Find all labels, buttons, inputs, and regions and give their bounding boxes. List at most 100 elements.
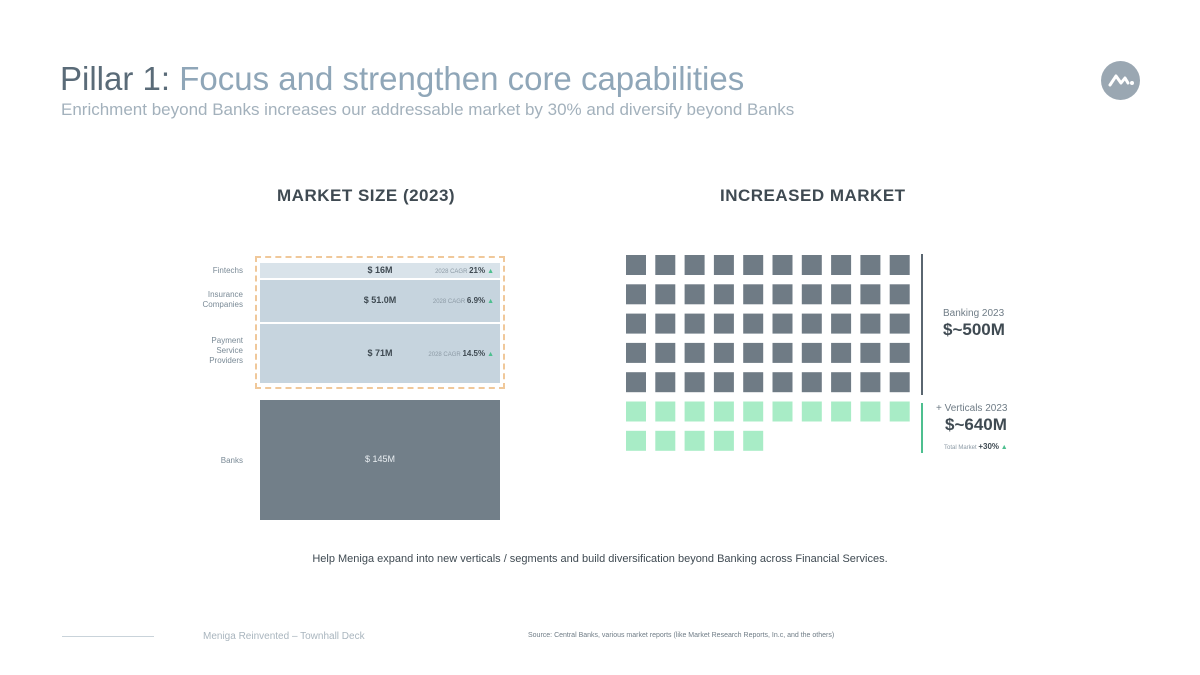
waffle-cell-banking — [831, 284, 852, 305]
waffle-cell-banking — [860, 313, 881, 334]
waffle-cell-banking — [889, 313, 910, 334]
waffle-cell-banking — [772, 372, 793, 393]
waffle-cell-banking — [743, 284, 764, 305]
title-prefix: Pillar 1: — [60, 60, 171, 97]
waffle-cell-banking — [655, 372, 676, 393]
segment-value-label: $ 16M — [367, 264, 393, 275]
waffle-cell-banking — [743, 372, 764, 393]
segment-category-label: Insurance Companies — [202, 290, 243, 309]
waffle-cell-banking — [801, 372, 822, 393]
title-rest: Focus and strengthen core capabilities — [170, 60, 745, 97]
waffle-cell-banking — [801, 313, 822, 334]
waffle-cell-verticals — [743, 401, 764, 422]
segment-category-label: Banks — [220, 456, 243, 465]
waffle-cell-banking — [713, 255, 734, 275]
up-triangle-icon: ▲ — [485, 267, 494, 275]
footer-source: Source: Central Banks, various market re… — [528, 632, 835, 639]
waffle-cell-verticals — [626, 401, 646, 422]
slide-caption: Help Meniga expand into new verticals / … — [312, 553, 888, 565]
waffle-cell-banking — [801, 255, 822, 275]
segment-value-label: $ 51.0M — [363, 295, 397, 305]
waffle-cell-banking — [860, 342, 881, 363]
waffle-cell-verticals — [772, 401, 793, 422]
waffle-cell-banking — [655, 342, 676, 363]
waffle-cell-banking — [772, 313, 793, 334]
market-segment-insurance-companies: $ 51.0M 2028 CAGR 6.9% ▲ — [260, 280, 500, 322]
segment-value-label: $ 145M — [364, 454, 396, 464]
waffle-cell-banking — [655, 284, 676, 305]
waffle-cell-verticals — [684, 430, 705, 451]
waffle-cell-banking — [626, 372, 646, 393]
waffle-cell-banking — [626, 284, 646, 305]
waffle-cell-banking — [626, 342, 646, 363]
verticals-series-label: + Verticals 2023 — [936, 403, 1008, 414]
total-market-change: +30% — [978, 442, 1000, 451]
waffle-cell-banking — [772, 284, 793, 305]
waffle-cell-verticals — [831, 401, 852, 422]
segment-cagr-label: 2028 CAGR 21% ▲ — [435, 265, 494, 275]
verticals-bracket — [921, 403, 923, 453]
waffle-cell-banking — [831, 372, 852, 393]
waffle-cell-banking — [626, 313, 646, 334]
market-segment-banks: $ 145M — [260, 400, 500, 520]
waffle-cell-banking — [889, 255, 910, 275]
footer-divider — [62, 636, 154, 637]
waffle-cell-banking — [713, 313, 734, 334]
waffle-cell-banking — [801, 342, 822, 363]
total-market-note: Total Market +30% ▲ — [944, 442, 1008, 451]
segment-category-label: Fintechs — [212, 266, 243, 275]
waffle-cell-banking — [860, 255, 881, 275]
waffle-cell-banking — [684, 313, 705, 334]
increased-market-title: INCREASED MARKET — [720, 186, 906, 205]
waffle-cell-verticals — [743, 430, 764, 451]
waffle-cell-banking — [801, 284, 822, 305]
up-triangle-icon: ▲ — [485, 298, 494, 305]
waffle-cell-verticals — [655, 401, 676, 422]
waffle-cell-banking — [713, 342, 734, 363]
waffle-cell-verticals — [713, 430, 734, 451]
waffle-cell-banking — [772, 342, 793, 363]
waffle-cell-banking — [889, 342, 910, 363]
market-segment-payment-service-providers: $ 71M 2028 CAGR 14.5% ▲ — [260, 324, 500, 383]
waffle-cell-banking — [831, 255, 852, 275]
waffle-cell-banking — [684, 255, 705, 275]
market-segment-fintechs: $ 16M 2028 CAGR 21% ▲ — [260, 263, 500, 278]
footer-deck-name: Meniga Reinvented – Townhall Deck — [203, 631, 365, 642]
waffle-cell-banking — [889, 284, 910, 305]
waffle-cell-verticals — [860, 401, 881, 422]
page-title: Pillar 1: Focus and strengthen core capa… — [60, 60, 744, 98]
total-market-label: Total Market — [944, 445, 977, 451]
waffle-cell-banking — [684, 284, 705, 305]
segment-value-label: $ 71M — [367, 347, 393, 358]
up-triangle-icon: ▲ — [1000, 444, 1008, 451]
verticals-dashed-outline — [255, 256, 505, 389]
waffle-cell-banking — [743, 255, 764, 275]
segment-category-label: Payment Service Providers — [209, 336, 243, 365]
waffle-cell-banking — [772, 255, 793, 275]
waffle-cell-banking — [684, 372, 705, 393]
up-triangle-icon: ▲ — [485, 350, 494, 358]
waffle-cell-banking — [743, 313, 764, 334]
waffle-cell-banking — [655, 313, 676, 334]
segment-cagr-label: 2028 CAGR 6.9% ▲ — [432, 296, 494, 305]
waffle-cell-verticals — [801, 401, 822, 422]
market-size-title: MARKET SIZE (2023) — [277, 186, 456, 205]
waffle-cell-banking — [743, 342, 764, 363]
waffle-cell-verticals — [684, 401, 705, 422]
waffle-cell-banking — [626, 255, 646, 275]
banking-bracket — [921, 254, 923, 395]
waffle-cell-banking — [713, 284, 734, 305]
waffle-cell-verticals — [655, 430, 676, 451]
waffle-cell-banking — [889, 372, 910, 393]
verticals-value-label: $~640M — [945, 415, 1007, 434]
waffle-cell-verticals — [889, 401, 910, 422]
segment-cagr-label: 2028 CAGR 14.5% ▲ — [428, 348, 494, 358]
page-subtitle: Enrichment beyond Banks increases our ad… — [61, 100, 795, 119]
waffle-cell-banking — [860, 372, 881, 393]
banking-value-label: $~500M — [943, 320, 1005, 339]
waffle-cell-banking — [684, 342, 705, 363]
waffle-cell-verticals — [713, 401, 734, 422]
waffle-cell-banking — [655, 255, 676, 275]
waffle-cell-banking — [831, 342, 852, 363]
